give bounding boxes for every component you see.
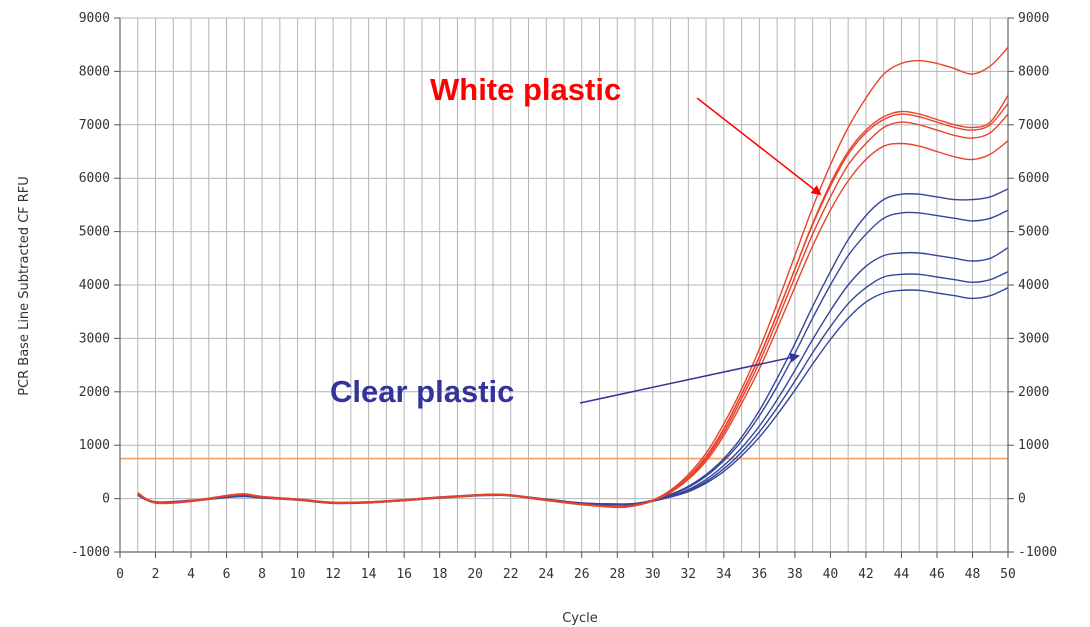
y-tick-label-left: 3000 — [79, 331, 110, 346]
x-tick-label: 34 — [716, 567, 732, 582]
x-tick-label: 12 — [325, 567, 341, 582]
x-tick-label: 2 — [152, 567, 160, 582]
y-tick-label-right: 2000 — [1018, 385, 1049, 400]
annotations: White plastic Clear plastic — [330, 72, 822, 409]
x-tick-label: 32 — [680, 567, 696, 582]
y-tick-label-left: -1000 — [71, 545, 110, 560]
y-tick-label-left: 1000 — [79, 438, 110, 453]
annotation-clear-plastic-arrow — [579, 352, 800, 404]
x-tick-label: 42 — [858, 567, 874, 582]
x-tick-label: 14 — [361, 567, 377, 582]
y-tick-label-right: 8000 — [1018, 64, 1049, 79]
x-tick-label: 22 — [503, 567, 519, 582]
white-plastic-curve-3 — [137, 113, 1009, 509]
x-tick-label: 24 — [538, 567, 554, 582]
y-tick-label-left: 0 — [102, 492, 110, 507]
y-tick-label-right: 9000 — [1018, 11, 1049, 26]
annotation-white-plastic-arrow — [696, 97, 822, 196]
x-tick-label: 50 — [1000, 567, 1016, 582]
x-tick-label: 36 — [752, 567, 768, 582]
x-tick-label: 26 — [574, 567, 590, 582]
clear-plastic-curve-9 — [137, 287, 1009, 506]
x-tick-label: 38 — [787, 567, 803, 582]
y-tick-label-right: 0 — [1018, 492, 1026, 507]
white-plastic-curve-0 — [137, 46, 1009, 508]
y-tick-label-right: 1000 — [1018, 438, 1049, 453]
tick-labels: -1000 -1000 0 0 1000 1000 2000 2000 3000 3000 4000… — [71, 11, 1057, 582]
y-tick-label-right: 7000 — [1018, 118, 1049, 133]
x-tick-label: 40 — [823, 567, 839, 582]
x-tick-label: 16 — [396, 567, 412, 582]
white-plastic-curve-2 — [137, 102, 1009, 508]
y-axis-title: PCR Base Line Subtracted CF RFU — [17, 176, 32, 396]
x-tick-label: 48 — [965, 567, 981, 582]
x-tick-label: 20 — [467, 567, 483, 582]
y-tick-label-left: 2000 — [79, 385, 110, 400]
clear-plastic-curve-5 — [137, 188, 1009, 505]
annotation-white-plastic: White plastic — [430, 72, 621, 107]
x-axis-title: Cycle — [562, 611, 598, 626]
x-tick-label: 30 — [645, 567, 661, 582]
y-tick-label-right: 3000 — [1018, 331, 1049, 346]
y-tick-label-right: 4000 — [1018, 278, 1049, 293]
x-tick-label: 8 — [258, 567, 266, 582]
y-tick-label-left: 6000 — [79, 171, 110, 186]
y-tick-label-right: 5000 — [1018, 225, 1049, 240]
clear-plastic-curve-7 — [137, 246, 1009, 506]
x-tick-label: 28 — [609, 567, 625, 582]
x-tick-label: 4 — [187, 567, 195, 582]
annotation-clear-plastic: Clear plastic — [330, 374, 514, 409]
white-plastic-curve-4 — [137, 140, 1009, 508]
x-tick-label: 6 — [223, 567, 231, 582]
y-tick-label-left: 5000 — [79, 225, 110, 240]
clear-plastic-curve-6 — [137, 209, 1009, 505]
y-tick-label-right: -1000 — [1018, 545, 1057, 560]
y-tick-label-left: 4000 — [79, 278, 110, 293]
x-tick-label: 44 — [894, 567, 910, 582]
series-layer — [137, 46, 1009, 509]
grid-lines — [119, 17, 1009, 553]
y-tick-label-left: 7000 — [79, 118, 110, 133]
y-tick-label-right: 6000 — [1018, 171, 1049, 186]
x-tick-label: 0 — [116, 567, 124, 582]
x-tick-label: 18 — [432, 567, 448, 582]
y-tick-label-left: 9000 — [79, 11, 110, 26]
y-tick-label-left: 8000 — [79, 64, 110, 79]
clear-plastic-curve-8 — [137, 270, 1009, 506]
x-tick-label: 46 — [929, 567, 945, 582]
axes-layer — [114, 17, 1014, 558]
x-tick-label: 10 — [290, 567, 306, 582]
